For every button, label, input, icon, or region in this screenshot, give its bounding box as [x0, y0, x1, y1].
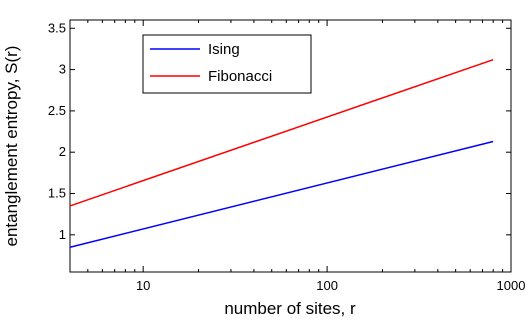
y-tick-label: 2	[59, 144, 66, 159]
x-tick-label: 10	[136, 278, 150, 293]
x-tick-label: 100	[316, 278, 338, 293]
x-axis-title: number of sites, r	[224, 299, 356, 318]
y-tick-label: 3.5	[48, 20, 66, 35]
y-tick-label: 1.5	[48, 186, 66, 201]
y-tick-label: 1	[59, 227, 66, 242]
y-tick-label: 2.5	[48, 103, 66, 118]
series-line-fibonacci	[69, 58, 494, 207]
tick-labels: 1 1.5 2 2.5 3 3.5 10 100 1000	[48, 20, 526, 293]
legend-label-ising: Ising	[208, 41, 240, 58]
x-tick-label: 1000	[497, 278, 526, 293]
y-tick-label: 3	[59, 62, 66, 77]
legend: Ising Fibonacci	[142, 34, 312, 94]
axis-ticks	[70, 20, 512, 272]
series-line-ising	[69, 140, 494, 248]
legend-label-fibonacci: Fibonacci	[208, 68, 272, 85]
series-lines	[69, 58, 494, 248]
y-axis-title: entanglement entropy, S(r)	[2, 46, 21, 247]
legend-box	[142, 34, 312, 94]
